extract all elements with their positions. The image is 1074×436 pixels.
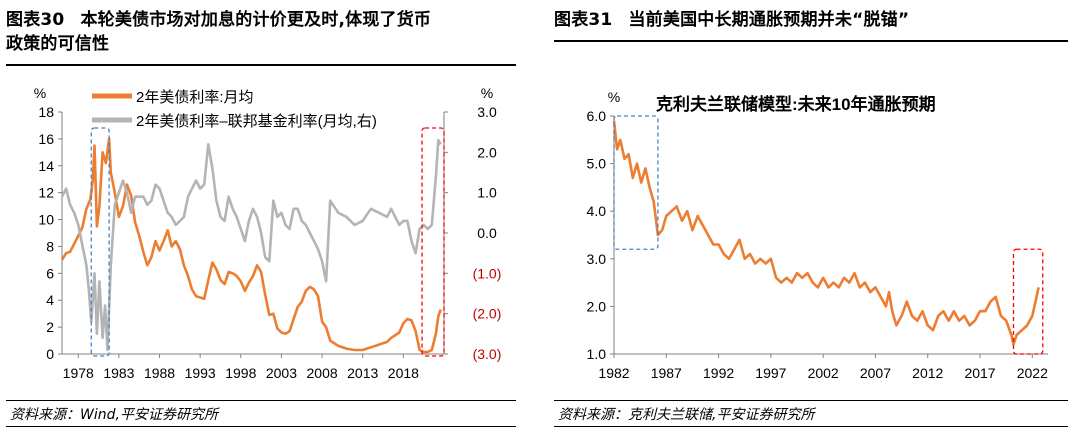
left-y-tick-label: 12 <box>38 185 54 201</box>
x-tick-label: 1978 <box>63 365 94 381</box>
x-tick-label: 2003 <box>266 365 297 381</box>
figure-30-source: 资料来源：Wind,平安证券研究所 <box>10 407 218 423</box>
figure-30-footer-rule <box>6 426 516 427</box>
ust-2y-yield-line <box>60 137 442 354</box>
x-tick-label: 1998 <box>225 365 256 381</box>
x-tick-label: 1992 <box>703 365 734 381</box>
right-y-tick-label: 2.0 <box>477 144 497 160</box>
x-tick-label: 2012 <box>912 365 943 381</box>
x-tick-label: 1987 <box>651 365 682 381</box>
y-unit-label: % <box>608 89 620 105</box>
y-tick-label: 6.0 <box>587 108 607 124</box>
right-y-tick-label: (3.0) <box>473 346 502 362</box>
left-y-tick-label: 4 <box>46 292 54 308</box>
right-y-unit-label: % <box>481 85 493 101</box>
left-y-tick-label: 8 <box>46 238 54 254</box>
right-y-tick-label: 1.0 <box>477 185 497 201</box>
highlight-box-blue <box>613 115 659 250</box>
figure-31-panel: 图表31 当前美国中长期通胀预期并未“脱锚” % 克利夫兰联储模型:未来10年通胀预… <box>548 0 1074 436</box>
left-y-tick-label: 16 <box>38 131 54 147</box>
figure-30-chart: % % 0 2 4 6 8 10 12 14 16 18 3.0 2.0 1.0 0.0 (1.0) (2.0) (… <box>34 85 502 381</box>
y-tick-label: 4.0 <box>587 203 607 219</box>
left-y-tick-label: 6 <box>46 265 54 281</box>
left-y-unit-label: % <box>34 85 46 101</box>
y-tick-label: 2.0 <box>587 298 607 314</box>
right-y-tick-label: 3.0 <box>477 104 497 120</box>
x-tick-label: 1997 <box>755 365 786 381</box>
right-y-tick-label: (2.0) <box>473 306 502 322</box>
highlight-box-red <box>1012 248 1044 355</box>
y-tick-label: 1.0 <box>587 346 607 362</box>
x-tick-label: 2017 <box>964 365 995 381</box>
y-tick-label: 5.0 <box>587 156 607 172</box>
x-tick-label: 1988 <box>144 365 175 381</box>
ust-2y-minus-fedfunds-line <box>60 138 442 352</box>
left-y-tick-label: 2 <box>46 319 54 335</box>
right-y-tick-label: 0.0 <box>477 225 497 241</box>
legend-label: 2年美债利率–联邦基金利率(月均,右) <box>136 113 377 130</box>
x-tick-label: 1993 <box>185 365 216 381</box>
left-y-tick-label: 14 <box>38 158 54 174</box>
figure-30-bottom-rule <box>6 400 516 401</box>
left-y-tick-label: 10 <box>38 212 54 228</box>
left-y-tick-label: 18 <box>38 104 54 120</box>
figure-30-panel: 图表30 本轮美债市场对加息的计价更及时,体现了货币 政策的可信性 %% 0 2 4 6 8… <box>0 0 522 436</box>
x-tick-label: 2008 <box>307 365 338 381</box>
figure-31-chart: % 克利夫兰联储模型:未来10年通胀预期 1.0 2.0 3.0 4.0 5.0 6.0 198… <box>587 89 1049 381</box>
figure-31-label: 图表31 <box>554 10 613 30</box>
figure-31-bottom-rule <box>554 400 1068 401</box>
highlight-box-blue <box>90 127 110 357</box>
chart-title: 克利夫兰联储模型:未来10年通胀预期 <box>656 94 936 114</box>
figure-30-title: 图表30 本轮美债市场对加息的计价更及时,体现了货币 政策的可信性 <box>6 8 431 56</box>
figure-30-title-line1: 本轮美债市场对加息的计价更及时,体现了货币 <box>80 10 432 30</box>
figure-31-source: 资料来源：克利夫兰联储,平安证券研究所 <box>558 407 815 423</box>
x-tick-label: 1983 <box>103 365 134 381</box>
legend-label: 2年美债利率:月均 <box>136 89 254 106</box>
x-tick-label: 2007 <box>860 365 891 381</box>
figure-30-label: 图表30 <box>6 10 65 30</box>
x-tick-label: 2022 <box>1017 365 1048 381</box>
inflation-expectation-line <box>612 120 1040 346</box>
highlight-box-red <box>421 127 445 357</box>
right-y-tick-label: (1.0) <box>473 265 502 281</box>
x-tick-label: 2013 <box>347 365 378 381</box>
left-y-tick-label: 0 <box>46 346 54 362</box>
figure-31-top-rule <box>554 40 1068 42</box>
figure-31-title: 图表31 当前美国中长期通胀预期并未“脱锚” <box>554 8 909 32</box>
figure-31-title-text: 当前美国中长期通胀预期并未“脱锚” <box>628 10 910 30</box>
figure-30-top-rule <box>6 64 516 66</box>
x-tick-label: 2002 <box>808 365 839 381</box>
y-tick-label: 3.0 <box>587 251 607 267</box>
figure-31-footer-rule <box>554 426 1068 427</box>
x-tick-label: 1982 <box>598 365 629 381</box>
figure-30-title-line2: 政策的可信性 <box>6 34 110 54</box>
x-tick-label: 2018 <box>388 365 419 381</box>
